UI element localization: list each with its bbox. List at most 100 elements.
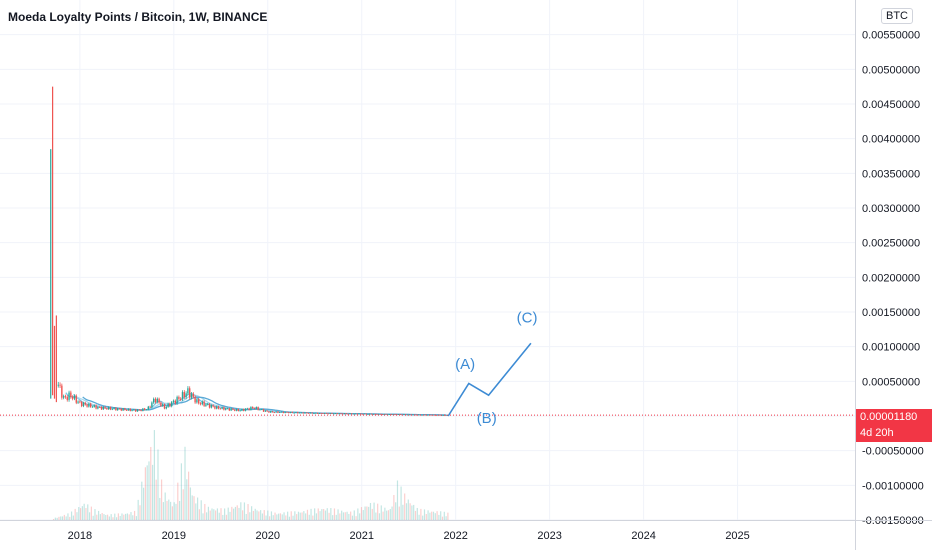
volume-bar bbox=[96, 514, 98, 520]
volume-bar bbox=[144, 467, 146, 520]
wave-projection[interactable]: (A) (B) (C) bbox=[447, 309, 538, 427]
volume-bar bbox=[206, 512, 208, 520]
candle-body bbox=[149, 406, 151, 408]
volume-bar bbox=[171, 506, 173, 520]
moving-average-line bbox=[65, 392, 448, 416]
candle-body bbox=[415, 414, 418, 416]
volume-bar bbox=[306, 509, 309, 520]
candle-body bbox=[104, 406, 106, 409]
volume-bar bbox=[364, 506, 366, 520]
candle-body bbox=[210, 405, 213, 408]
volume-bar bbox=[231, 506, 233, 520]
volume-bar bbox=[420, 508, 422, 520]
volume-bar bbox=[160, 479, 163, 520]
moving-average-line bbox=[72, 393, 448, 416]
volume-bar bbox=[287, 511, 289, 520]
volume-bar bbox=[344, 512, 346, 520]
volume-bar bbox=[229, 511, 231, 520]
volume-bar bbox=[56, 517, 58, 520]
volume-bar bbox=[132, 515, 134, 520]
candle-body bbox=[253, 408, 256, 409]
candle-body bbox=[232, 408, 234, 410]
x-tick-label: 2025 bbox=[725, 530, 749, 542]
y-tick-label: 0.00200000 bbox=[862, 272, 920, 284]
candle-body bbox=[216, 406, 218, 409]
candle-body bbox=[435, 414, 438, 416]
candle-body bbox=[369, 413, 371, 415]
candle-body bbox=[147, 406, 149, 410]
candle-body bbox=[390, 414, 393, 415]
volume-bar bbox=[350, 511, 352, 520]
candle-body bbox=[190, 393, 193, 398]
volume-bar bbox=[233, 508, 235, 520]
volume-bar bbox=[348, 513, 350, 520]
volume-bar bbox=[88, 512, 91, 520]
candle-body bbox=[89, 403, 92, 407]
volume-bar bbox=[115, 517, 118, 520]
candle-body bbox=[412, 414, 414, 416]
candle-body bbox=[140, 409, 142, 411]
candle-body bbox=[378, 413, 380, 415]
volume-bar bbox=[378, 513, 381, 520]
volume-bar bbox=[321, 509, 323, 520]
candle-body bbox=[295, 412, 297, 413]
currency-badge[interactable]: BTC bbox=[881, 8, 913, 24]
volume-bar bbox=[391, 506, 393, 520]
volume-bar bbox=[58, 516, 60, 520]
candle-body bbox=[142, 408, 144, 411]
volume-bar bbox=[357, 508, 359, 520]
volume-bar bbox=[427, 510, 429, 520]
candle-body bbox=[280, 411, 283, 413]
x-tick-label: 2023 bbox=[537, 530, 561, 542]
volume-bar bbox=[85, 508, 87, 520]
y-tick-label: 0.00500000 bbox=[862, 64, 920, 76]
y-tick-label: -0.00050000 bbox=[862, 446, 924, 458]
volume-bar bbox=[254, 508, 256, 520]
candle-body bbox=[84, 402, 86, 405]
candle-body bbox=[106, 408, 108, 410]
candle-body bbox=[297, 412, 299, 414]
volume-bar bbox=[312, 515, 314, 520]
candle-body bbox=[122, 408, 124, 411]
candle-body bbox=[134, 409, 137, 412]
candle-body bbox=[307, 413, 310, 414]
volume-bar bbox=[182, 489, 184, 520]
candle-body bbox=[351, 413, 353, 415]
candle-body bbox=[75, 395, 77, 403]
volume-histogram bbox=[52, 430, 449, 520]
volume-bar bbox=[94, 509, 96, 520]
candle-body bbox=[363, 413, 366, 415]
candle-body bbox=[86, 404, 88, 407]
candle-body bbox=[203, 401, 205, 406]
volume-bar bbox=[330, 508, 332, 520]
volume-bar bbox=[225, 514, 228, 520]
volume-bar bbox=[112, 517, 114, 520]
candle-body bbox=[194, 396, 196, 403]
volume-bar bbox=[189, 487, 192, 520]
y-tick-label: 0.00550000 bbox=[862, 30, 920, 42]
volume-bar bbox=[398, 506, 400, 520]
y-tick-label: -0.00100000 bbox=[862, 480, 924, 492]
candle-body bbox=[379, 413, 382, 415]
candle-body bbox=[161, 404, 164, 406]
volume-bar bbox=[414, 510, 417, 520]
volume-bar bbox=[317, 508, 319, 520]
candle-body bbox=[322, 413, 324, 414]
candle-body bbox=[59, 384, 61, 386]
candle-body bbox=[207, 403, 209, 405]
volume-bar bbox=[191, 495, 193, 520]
candle-body bbox=[282, 411, 285, 413]
volume-bar bbox=[63, 514, 65, 520]
volume-bar bbox=[164, 492, 166, 520]
candle-body bbox=[338, 413, 340, 415]
volume-bar bbox=[396, 480, 399, 520]
candle-body bbox=[226, 408, 229, 410]
candle-body bbox=[439, 414, 441, 416]
candle-body bbox=[217, 406, 220, 409]
volume-bar bbox=[173, 502, 175, 520]
candle-body bbox=[334, 413, 337, 415]
volume-bar bbox=[177, 482, 179, 520]
